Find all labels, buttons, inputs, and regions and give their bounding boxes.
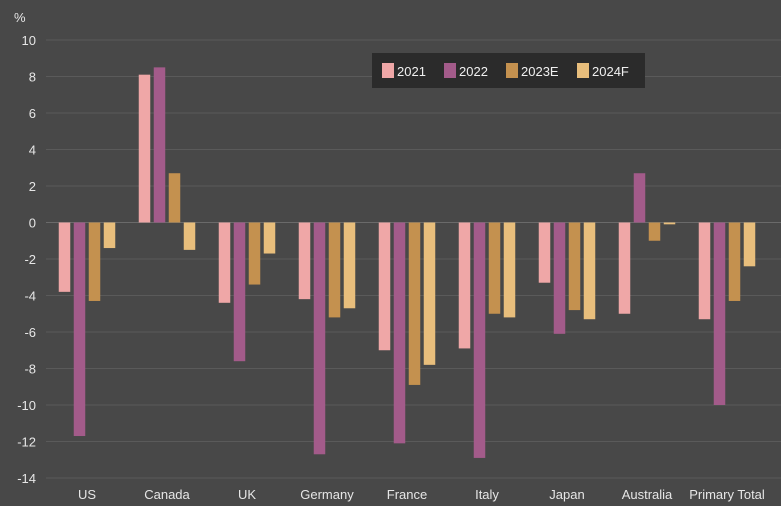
bar-2023e-italy (488, 222, 501, 314)
bar-2021-japan (538, 222, 551, 283)
y-tick-label: -14 (17, 471, 36, 486)
bar-2022-canada (153, 67, 166, 223)
bar-2023e-japan (568, 222, 581, 311)
y-axis-unit-label: % (14, 10, 26, 25)
y-tick-label: 10 (22, 33, 36, 48)
bar-2023e-france (408, 222, 421, 385)
legend: 2021 2022 2023E 2024F (372, 53, 645, 88)
x-tick-label: France (387, 487, 427, 502)
x-tick-label: Italy (475, 487, 499, 502)
x-tick-label: US (78, 487, 96, 502)
y-tick-label: -4 (24, 289, 36, 304)
bar-2023e-canada (168, 173, 181, 223)
legend-swatch-2024f (577, 63, 589, 78)
y-tick-label: 0 (29, 216, 36, 231)
bar-2022-germany (313, 222, 326, 455)
bar-2022-italy (473, 222, 486, 458)
bar-2023e-primary-total (728, 222, 741, 301)
bar-2022-japan (553, 222, 566, 334)
bar-2024f-italy (503, 222, 516, 318)
x-axis: US Canada UK Germany France Italy Japan Austral… (78, 487, 765, 502)
y-tick-label: -10 (17, 398, 36, 413)
bar-2023e-australia (648, 222, 661, 241)
legend-label-2021: 2021 (397, 64, 426, 79)
bar-2024f-us (103, 222, 116, 249)
bars (58, 67, 756, 458)
legend-swatch-2023e (506, 63, 518, 78)
y-tick-label: -8 (24, 362, 36, 377)
legend-swatch-2021 (382, 63, 394, 78)
bar-2021-canada (138, 74, 151, 223)
bar-2024f-japan (583, 222, 596, 320)
bar-2022-us (73, 222, 86, 437)
bar-2022-uk (233, 222, 246, 362)
y-tick-label: -6 (24, 325, 36, 340)
bar-2021-us (58, 222, 71, 292)
bar-2024f-primary-total (743, 222, 756, 267)
x-tick-label: Primary Total (689, 487, 765, 502)
legend-label-2024f: 2024F (592, 64, 629, 79)
y-tick-label: 6 (29, 106, 36, 121)
y-tick-label: 2 (29, 179, 36, 194)
bar-2021-germany (298, 222, 311, 300)
y-tick-label: 4 (29, 143, 36, 158)
bar-2021-uk (218, 222, 231, 303)
y-tick-label: -2 (24, 252, 36, 267)
y-tick-label: 8 (29, 70, 36, 85)
bar-2021-france (378, 222, 391, 351)
bar-2021-primary-total (698, 222, 711, 320)
x-tick-label: Canada (144, 487, 190, 502)
y-tick-label: -12 (17, 435, 36, 450)
x-tick-label: Germany (300, 487, 354, 502)
bar-2022-primary-total (713, 222, 726, 405)
bar-2021-italy (458, 222, 471, 349)
x-tick-label: UK (238, 487, 256, 502)
bar-2024f-australia (663, 222, 676, 225)
bar-2023e-uk (248, 222, 261, 285)
bar-2022-australia (633, 173, 646, 223)
bar-2023e-germany (328, 222, 341, 318)
legend-label-2023e: 2023E (521, 64, 559, 79)
bar-2024f-france (423, 222, 436, 365)
bar-2024f-uk (263, 222, 276, 254)
bar-2021-australia (618, 222, 631, 314)
legend-label-2022: 2022 (459, 64, 488, 79)
bar-2023e-us (88, 222, 101, 301)
bar-2022-france (393, 222, 406, 444)
y-axis: 10 8 6 4 2 0 -2 -4 -6 -8 -10 -12 -14 (17, 33, 36, 486)
bar-2024f-germany (343, 222, 356, 309)
x-tick-label: Australia (622, 487, 673, 502)
legend-swatch-2022 (444, 63, 456, 78)
bar-2024f-canada (183, 222, 196, 250)
x-tick-label: Japan (549, 487, 584, 502)
